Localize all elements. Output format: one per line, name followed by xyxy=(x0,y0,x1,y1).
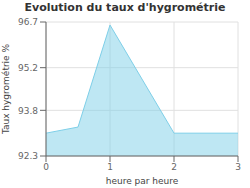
svg-text:Taux hygrométrie %: Taux hygrométrie % xyxy=(8,43,11,135)
svg-text:96.7: 96.7 xyxy=(18,17,38,27)
svg-text:95.2: 95.2 xyxy=(18,63,38,73)
svg-text:0: 0 xyxy=(43,162,49,172)
svg-text:1: 1 xyxy=(107,162,113,172)
svg-text:heure par heure: heure par heure xyxy=(106,176,179,186)
svg-text:93.8: 93.8 xyxy=(18,106,38,116)
svg-text:92.3: 92.3 xyxy=(18,151,38,161)
svg-text:2: 2 xyxy=(171,162,177,172)
html-text:Evolution du taux d'hygrométri: Evolution du taux d'hygrométrie xyxy=(24,1,226,14)
svg-text:3: 3 xyxy=(235,162,241,172)
